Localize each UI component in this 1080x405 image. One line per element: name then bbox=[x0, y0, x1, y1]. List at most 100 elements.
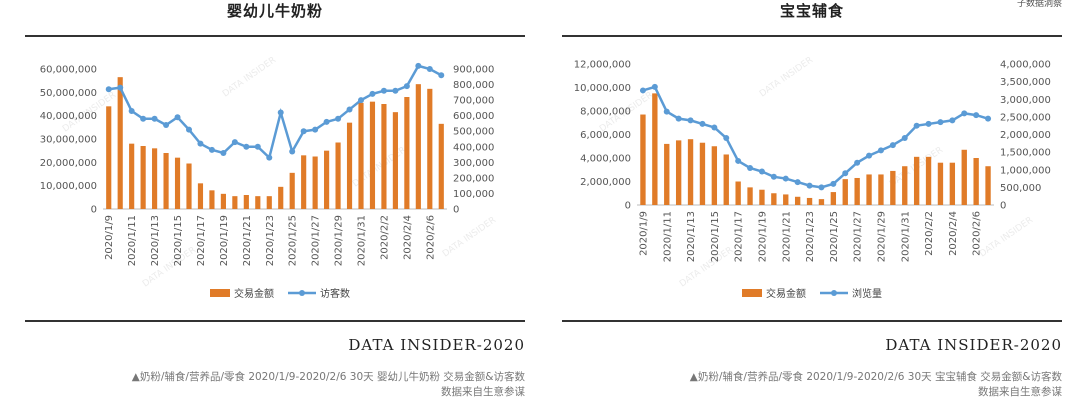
y-right-tick-label: 0 bbox=[453, 205, 459, 216]
bottom-rule bbox=[25, 320, 525, 322]
line-point bbox=[369, 90, 376, 97]
x-tick-label: 2020/2/2 bbox=[379, 215, 390, 260]
line-point bbox=[639, 87, 646, 94]
line-point bbox=[208, 146, 215, 153]
x-tick-label: 2020/1/9 bbox=[104, 215, 115, 260]
line-point bbox=[243, 143, 250, 150]
line-point bbox=[830, 180, 837, 187]
x-tick-label: 2020/2/6 bbox=[972, 211, 983, 256]
x-tick-label: 2020/1/15 bbox=[173, 215, 184, 266]
line-point bbox=[758, 168, 765, 175]
legend-line-marker bbox=[831, 290, 837, 296]
line-point bbox=[117, 84, 124, 91]
bar bbox=[324, 150, 330, 209]
bar bbox=[174, 157, 181, 209]
line-point bbox=[842, 170, 849, 177]
watermark-text: DATA INSIDER bbox=[441, 215, 498, 259]
y-left-tick-label: 40,000,000 bbox=[40, 111, 97, 122]
bar bbox=[197, 183, 204, 209]
bar bbox=[106, 106, 112, 209]
bar bbox=[664, 143, 670, 205]
line-point bbox=[925, 120, 932, 127]
line-point bbox=[723, 135, 730, 142]
x-tick-label: 2020/1/29 bbox=[334, 215, 345, 266]
bar bbox=[818, 199, 825, 205]
y-right-tick-label: 4,000,000 bbox=[1000, 60, 1051, 71]
x-tick-label: 2020/1/27 bbox=[311, 215, 322, 266]
y-right-tick-label: 200,000 bbox=[453, 173, 494, 184]
y-right-tick-label: 900,000 bbox=[453, 65, 494, 76]
legend-label: 交易金额 bbox=[234, 287, 274, 300]
x-tick-label: 2020/1/27 bbox=[853, 211, 864, 262]
caption-line: ▲奶粉/辅食/营养品/零食 2020/1/9-2020/2/6 30天 婴幼儿牛… bbox=[131, 371, 525, 383]
line-point bbox=[197, 140, 204, 147]
y-left-tick-label: 60,000,000 bbox=[40, 65, 97, 76]
bar bbox=[830, 192, 837, 205]
x-tick-label: 2020/1/9 bbox=[638, 211, 649, 256]
watermark-text: DATA INSIDER bbox=[758, 55, 815, 99]
line-point bbox=[380, 87, 387, 94]
watermark-text: DATA INSIDER bbox=[221, 55, 278, 99]
line-point bbox=[128, 108, 135, 114]
bar bbox=[335, 142, 341, 209]
bar bbox=[842, 179, 848, 205]
line-point bbox=[794, 179, 801, 186]
y-right-tick-label: 3,500,000 bbox=[1000, 77, 1051, 88]
line-point bbox=[415, 62, 422, 69]
line-point bbox=[806, 182, 813, 189]
x-tick-label: 2020/1/25 bbox=[829, 211, 840, 262]
bar bbox=[890, 170, 896, 205]
bar bbox=[854, 177, 860, 205]
x-tick-label: 2020/1/17 bbox=[196, 215, 207, 266]
y-right-tick-label: 300,000 bbox=[453, 158, 494, 169]
bar bbox=[925, 156, 932, 205]
bar bbox=[687, 139, 694, 205]
x-tick-label: 2020/1/21 bbox=[242, 215, 253, 266]
line-point bbox=[335, 115, 342, 122]
bar bbox=[711, 146, 718, 205]
y-left-tick-label: 20,000,000 bbox=[40, 158, 97, 169]
bar bbox=[346, 122, 353, 209]
bar bbox=[289, 172, 295, 209]
x-tick-label: 2020/1/23 bbox=[265, 215, 276, 266]
y-right-tick-label: 1,000,000 bbox=[1000, 165, 1051, 176]
bar bbox=[806, 197, 813, 205]
top-rule bbox=[25, 35, 525, 37]
bar bbox=[675, 140, 682, 205]
line-point bbox=[699, 120, 706, 127]
line-point bbox=[663, 108, 670, 115]
chart-panel-milk-powder: 婴幼儿牛奶粉 DATA INSIDER DATA INSIDER DATA INSI… bbox=[25, 0, 525, 405]
bar bbox=[140, 146, 146, 209]
bar bbox=[949, 162, 956, 205]
line-point bbox=[220, 150, 227, 156]
line-point bbox=[426, 66, 433, 72]
legend-label: 交易金额 bbox=[766, 287, 806, 300]
bar bbox=[427, 88, 433, 209]
x-tick-label: 2020/2/2 bbox=[924, 211, 935, 256]
series-line bbox=[642, 85, 989, 189]
y-right-tick-label: 1,500,000 bbox=[1000, 148, 1051, 159]
x-tick-label: 2020/1/29 bbox=[876, 211, 887, 262]
line-point bbox=[358, 97, 364, 104]
bar bbox=[358, 102, 364, 209]
x-tick-label: 2020/1/21 bbox=[781, 211, 792, 262]
x-tick-label: 2020/1/25 bbox=[288, 215, 299, 266]
caption-line: ▲奶粉/辅食/营养品/零食 2020/1/9-2020/2/6 30天 宝宝辅食… bbox=[689, 371, 1062, 383]
caption-source: 数据来自生意参谋 bbox=[441, 386, 525, 398]
y-left-tick-label: 0 bbox=[91, 205, 97, 216]
bar bbox=[699, 142, 706, 205]
bar bbox=[381, 104, 387, 209]
line-point bbox=[889, 142, 896, 149]
line-point bbox=[973, 112, 980, 119]
y-left-tick-label: 4,000,000 bbox=[580, 154, 631, 165]
line-point bbox=[877, 147, 884, 154]
chart-panel-baby-food: 宝宝辅食 子数据洞察 DATA INSIDER DATA INSIDER DATA … bbox=[562, 0, 1062, 405]
line-point bbox=[392, 87, 399, 94]
line-point bbox=[854, 159, 861, 166]
chart-title: 宝宝辅食 bbox=[779, 2, 844, 20]
chart-title: 婴幼儿牛奶粉 bbox=[226, 2, 323, 20]
line-point bbox=[231, 139, 238, 146]
y-right-tick-label: 600,000 bbox=[453, 111, 494, 122]
line-point bbox=[254, 143, 261, 150]
